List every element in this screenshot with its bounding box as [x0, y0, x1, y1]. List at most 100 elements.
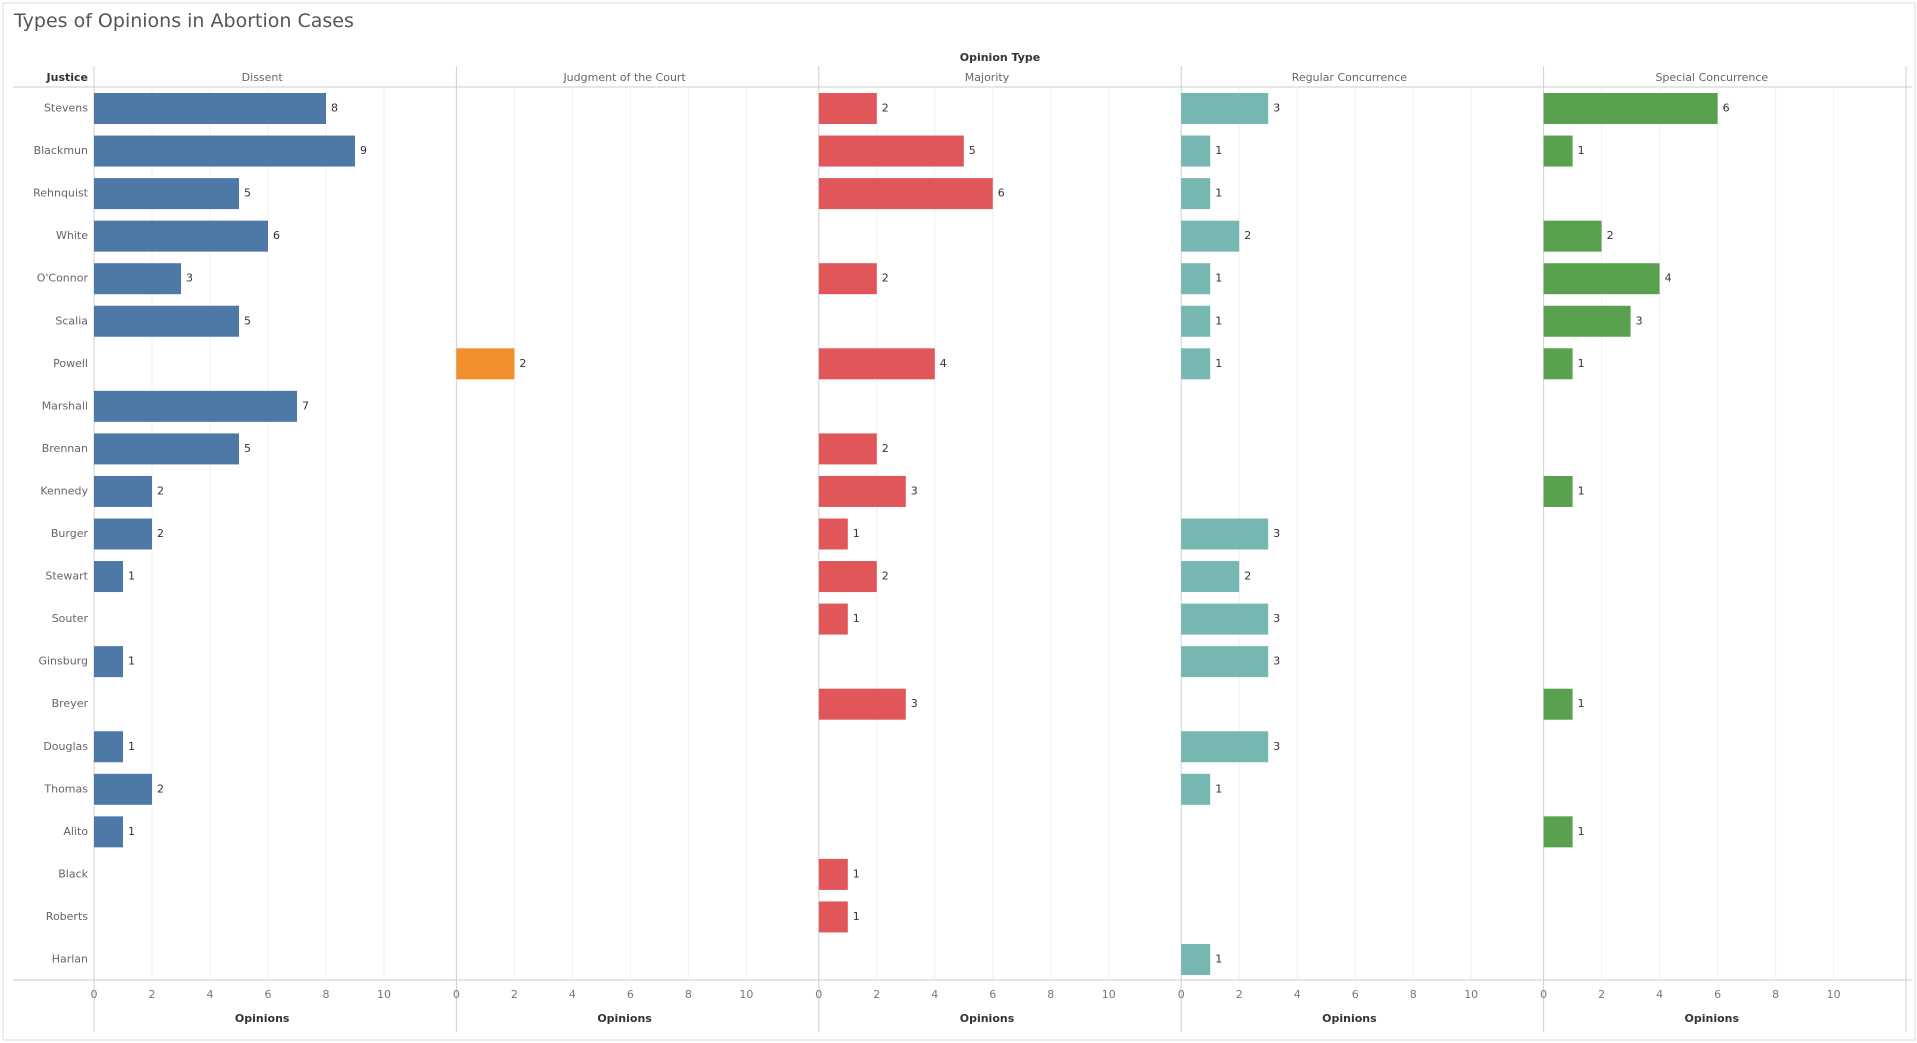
data-label: 2: [519, 357, 526, 370]
bar-dissent-rehnquist[interactable]: [94, 178, 239, 210]
data-label: 2: [1244, 229, 1251, 242]
bar-dissent-marshall[interactable]: [94, 390, 297, 422]
x-tick-label: 2: [149, 988, 156, 1001]
bar-dissent-stevens[interactable]: [94, 93, 326, 124]
data-label: 6: [273, 229, 280, 242]
bar-majority-rehnquist[interactable]: [818, 178, 993, 210]
bar-majority-roberts[interactable]: [818, 901, 848, 933]
bar-special-concurrence-oconnor[interactable]: [1543, 263, 1660, 295]
bar-majority-souter[interactable]: [818, 603, 848, 635]
data-label: 3: [911, 697, 918, 710]
bar-regular-concurrence-oconnor[interactable]: [1181, 263, 1211, 295]
x-tick-label: 10: [1102, 988, 1116, 1001]
bar-majority-brennan[interactable]: [818, 433, 877, 465]
bar-special-concurrence-alito[interactable]: [1543, 816, 1573, 848]
bar-regular-concurrence-powell[interactable]: [1181, 348, 1211, 380]
bar-dissent-burger[interactable]: [94, 518, 152, 550]
x-axis-title-judgment-of-the-court: Opinions: [597, 1012, 652, 1025]
data-label: 1: [853, 527, 860, 540]
bar-regular-concurrence-stevens[interactable]: [1181, 93, 1269, 124]
bar-dissent-alito[interactable]: [94, 816, 123, 848]
data-label: 4: [940, 357, 947, 370]
bar-special-concurrence-powell[interactable]: [1543, 348, 1573, 380]
row-label-harlan: Harlan: [52, 953, 88, 966]
row-label-roberts: Roberts: [46, 910, 88, 923]
x-tick-label: 6: [1352, 988, 1359, 1001]
data-label: 1: [1215, 357, 1222, 370]
bar-dissent-ginsburg[interactable]: [94, 646, 123, 678]
x-tick-label: 8: [1047, 988, 1054, 1001]
chart-title: Types of Opinions in Abortion Cases: [14, 10, 354, 32]
data-label: 2: [882, 442, 889, 455]
data-label: 2: [157, 782, 164, 795]
bar-regular-concurrence-blackmun[interactable]: [1181, 135, 1211, 167]
bar-regular-concurrence-thomas[interactable]: [1181, 773, 1211, 805]
x-tick-label: 2: [1236, 988, 1243, 1001]
panel-header-judgment-of-the-court: Judgment of the Court: [562, 71, 686, 84]
x-tick-label: 0: [1540, 988, 1547, 1001]
data-label: 1: [1578, 357, 1585, 370]
bar-majority-oconnor[interactable]: [818, 263, 877, 295]
data-label: 1: [128, 825, 135, 838]
row-header-label: Justice: [46, 71, 88, 84]
x-axis-title-majority: Opinions: [960, 1012, 1015, 1025]
bar-special-concurrence-blackmun[interactable]: [1543, 135, 1573, 167]
x-tick-label: 8: [685, 988, 692, 1001]
bar-regular-concurrence-harlan[interactable]: [1181, 944, 1211, 975]
x-tick-label: 2: [873, 988, 880, 1001]
x-tick-label: 4: [1656, 988, 1663, 1001]
row-label-thomas: Thomas: [43, 782, 88, 795]
data-label: 1: [1215, 272, 1222, 285]
bar-dissent-brennan[interactable]: [94, 433, 239, 465]
bar-dissent-oconnor[interactable]: [94, 263, 181, 295]
data-label: 5: [244, 442, 251, 455]
bar-dissent-douglas[interactable]: [94, 731, 123, 763]
bar-majority-blackmun[interactable]: [818, 135, 964, 167]
x-tick-label: 6: [1714, 988, 1721, 1001]
bar-regular-concurrence-white[interactable]: [1181, 220, 1240, 252]
bar-dissent-scalia[interactable]: [94, 305, 239, 337]
data-label: 2: [157, 527, 164, 540]
bar-majority-burger[interactable]: [818, 518, 848, 550]
bar-regular-concurrence-douglas[interactable]: [1181, 731, 1269, 763]
row-label-ginsburg: Ginsburg: [38, 655, 88, 668]
bar-regular-concurrence-stewart[interactable]: [1181, 561, 1240, 593]
bar-dissent-stewart[interactable]: [94, 561, 123, 593]
bar-dissent-white[interactable]: [94, 220, 268, 252]
bar-majority-powell[interactable]: [818, 348, 935, 380]
row-label-breyer: Breyer: [52, 697, 89, 710]
bar-majority-kennedy[interactable]: [818, 475, 906, 507]
bar-dissent-thomas[interactable]: [94, 773, 152, 805]
row-label-scalia: Scalia: [55, 314, 88, 327]
bar-majority-stewart[interactable]: [818, 561, 877, 593]
bar-regular-concurrence-burger[interactable]: [1181, 518, 1269, 550]
bar-dissent-kennedy[interactable]: [94, 475, 152, 507]
data-label: 6: [998, 187, 1005, 200]
bar-majority-stevens[interactable]: [818, 93, 877, 124]
bar-regular-concurrence-scalia[interactable]: [1181, 305, 1211, 337]
data-label: 3: [1273, 527, 1280, 540]
data-label: 1: [853, 612, 860, 625]
x-tick-label: 10: [739, 988, 753, 1001]
bar-regular-concurrence-ginsburg[interactable]: [1181, 646, 1269, 678]
data-label: 1: [1215, 187, 1222, 200]
data-label: 7: [302, 399, 309, 412]
bar-special-concurrence-white[interactable]: [1543, 220, 1602, 252]
bar-regular-concurrence-rehnquist[interactable]: [1181, 178, 1211, 210]
bar-regular-concurrence-souter[interactable]: [1181, 603, 1269, 635]
row-label-black: Black: [58, 867, 88, 880]
bar-judgment-of-the-court-powell[interactable]: [456, 348, 515, 380]
bar-majority-black[interactable]: [818, 858, 848, 890]
data-label: 1: [128, 570, 135, 583]
bar-dissent-blackmun[interactable]: [94, 135, 355, 167]
data-label: 3: [186, 272, 193, 285]
data-label: 1: [1578, 697, 1585, 710]
bar-special-concurrence-breyer[interactable]: [1543, 688, 1573, 720]
bar-special-concurrence-kennedy[interactable]: [1543, 475, 1573, 507]
bar-special-concurrence-stevens[interactable]: [1543, 93, 1718, 124]
bar-majority-breyer[interactable]: [818, 688, 906, 720]
data-label: 1: [1578, 825, 1585, 838]
bar-special-concurrence-scalia[interactable]: [1543, 305, 1631, 337]
